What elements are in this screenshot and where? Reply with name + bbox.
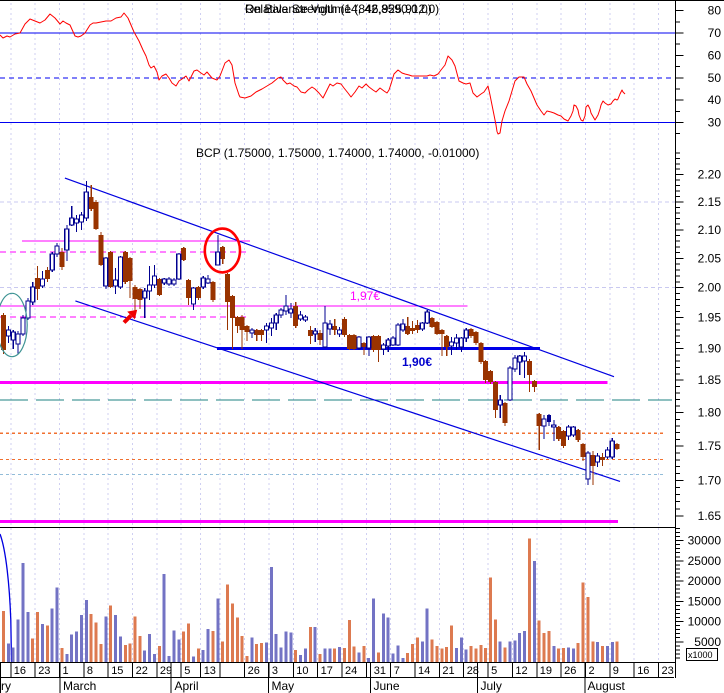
svg-text:March: March <box>63 679 96 693</box>
svg-text:June: June <box>374 679 400 693</box>
svg-text:On Balance Volume (846,925,912: On Balance Volume (846,925,912,0) <box>245 2 439 16</box>
svg-text:16: 16 <box>14 665 26 677</box>
svg-text:1.80: 1.80 <box>698 406 722 420</box>
svg-text:x1000: x1000 <box>688 650 713 660</box>
svg-text:1,97€: 1,97€ <box>350 289 380 303</box>
svg-text:60: 60 <box>708 48 722 62</box>
svg-text:21: 21 <box>442 665 454 677</box>
svg-text:1,90€: 1,90€ <box>402 355 432 369</box>
svg-text:23: 23 <box>38 665 50 677</box>
svg-text:May: May <box>272 679 295 693</box>
svg-text:28: 28 <box>467 665 479 677</box>
svg-text:30000: 30000 <box>688 534 722 548</box>
svg-text:BCP (1.75000, 1.75000, 1.74000: BCP (1.75000, 1.75000, 1.74000, 1.74000,… <box>196 146 479 160</box>
svg-text:5000: 5000 <box>694 635 721 649</box>
svg-text:ry: ry <box>1 679 11 693</box>
svg-text:20000: 20000 <box>688 574 722 588</box>
svg-text:15: 15 <box>111 665 123 677</box>
svg-text:16: 16 <box>637 665 649 677</box>
svg-text:30: 30 <box>708 116 722 130</box>
svg-text:9: 9 <box>613 665 619 677</box>
svg-text:2: 2 <box>589 665 595 677</box>
svg-text:40: 40 <box>708 93 722 107</box>
svg-text:2.00: 2.00 <box>698 281 722 295</box>
svg-text:15000: 15000 <box>688 594 722 608</box>
svg-text:1.90: 1.90 <box>698 342 722 356</box>
svg-text:2.20: 2.20 <box>698 168 722 182</box>
svg-text:29: 29 <box>160 665 172 677</box>
svg-text:12: 12 <box>515 665 527 677</box>
svg-text:22: 22 <box>136 665 148 677</box>
svg-text:24: 24 <box>345 665 357 677</box>
svg-text:1: 1 <box>63 665 69 677</box>
svg-text:2.15: 2.15 <box>698 195 722 209</box>
svg-text:1.75: 1.75 <box>698 439 722 453</box>
svg-text:23: 23 <box>662 665 674 677</box>
svg-text:1.85: 1.85 <box>698 373 722 387</box>
svg-text:17: 17 <box>321 665 333 677</box>
svg-text:50: 50 <box>708 71 722 85</box>
svg-text:26: 26 <box>564 665 576 677</box>
svg-text:2.05: 2.05 <box>698 251 722 265</box>
svg-text:7: 7 <box>394 665 400 677</box>
svg-text:80: 80 <box>708 4 722 18</box>
svg-text:14: 14 <box>418 665 430 677</box>
svg-text:5: 5 <box>491 665 497 677</box>
svg-text:10: 10 <box>296 665 308 677</box>
svg-text:5: 5 <box>184 665 190 677</box>
svg-text:Relative Strength (14, 42,8590: Relative Strength (14, 42,8590,0,0) <box>245 2 432 16</box>
svg-text:August: August <box>588 679 626 693</box>
svg-text:31: 31 <box>374 665 386 677</box>
svg-text:70: 70 <box>708 26 722 40</box>
svg-text:26: 26 <box>248 665 260 677</box>
svg-text:19: 19 <box>540 665 552 677</box>
svg-text:3: 3 <box>272 665 278 677</box>
svg-text:April: April <box>175 679 199 693</box>
svg-text:25000: 25000 <box>688 554 722 568</box>
svg-text:1.65: 1.65 <box>698 509 722 523</box>
svg-text:July: July <box>481 679 502 693</box>
svg-text:8: 8 <box>87 665 93 677</box>
svg-text:1.95: 1.95 <box>698 311 722 325</box>
svg-text:1.70: 1.70 <box>698 474 722 488</box>
svg-text:13: 13 <box>204 665 216 677</box>
svg-text:10000: 10000 <box>688 615 722 629</box>
svg-text:2.10: 2.10 <box>698 223 722 237</box>
